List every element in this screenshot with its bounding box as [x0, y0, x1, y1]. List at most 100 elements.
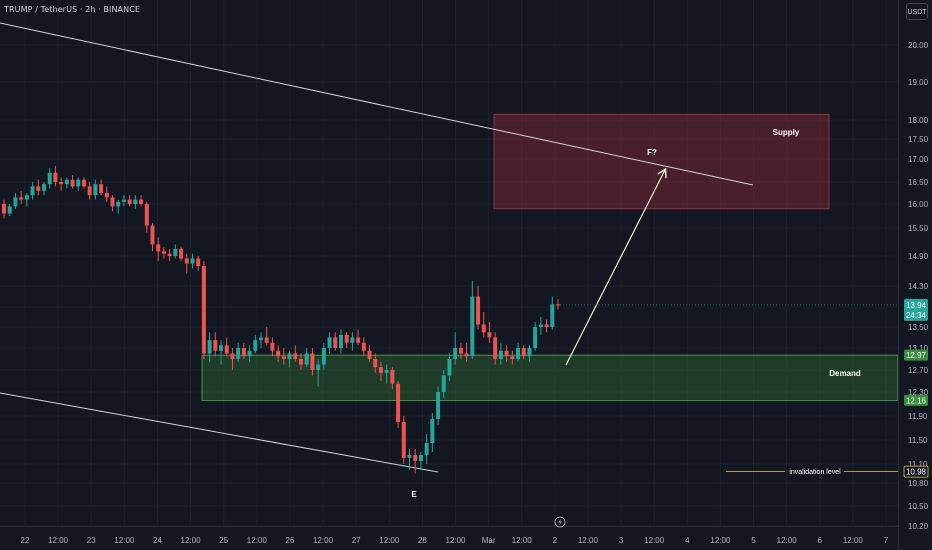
y-tick-label: 17.00: [908, 155, 929, 164]
trendlines-layer: invalidation level: [0, 22, 898, 476]
candle-body: [133, 199, 138, 204]
candle-body: [173, 249, 178, 256]
candle-body: [276, 350, 281, 357]
lightning-icon-glyph: [558, 518, 562, 526]
candle-body: [127, 199, 132, 204]
candle-body: [521, 348, 526, 357]
y-tick-label: 12.30: [908, 388, 929, 397]
target-label: F?: [647, 148, 657, 157]
candle-body: [527, 348, 532, 357]
demand-bottom-price-label: 12.16: [906, 396, 927, 405]
x-tick-label: Mar: [482, 536, 496, 545]
x-tick-label: 5: [751, 536, 756, 545]
y-tick-label: 16.50: [908, 178, 929, 187]
candle-body: [378, 367, 383, 373]
candle-body: [544, 324, 549, 327]
candle-body: [2, 204, 6, 214]
candle-body: [436, 392, 441, 419]
y-tick-label: 11.90: [908, 412, 928, 421]
chart-grid: [0, 0, 898, 527]
candle-body: [441, 375, 446, 392]
candle-body: [116, 201, 121, 207]
candle-body: [356, 337, 361, 343]
candle-body: [550, 304, 555, 327]
candle-body: [504, 350, 509, 357]
candle-body: [167, 253, 172, 256]
candle-body: [453, 348, 458, 359]
candle-body: [13, 197, 18, 207]
candle-body: [487, 332, 492, 338]
x-tick-label: 6: [818, 536, 823, 545]
supply-zone[interactable]: [493, 113, 830, 210]
y-tick-label: 10.50: [908, 502, 929, 511]
x-tick-label: 12:00: [445, 536, 466, 545]
upper-channel-line[interactable]: [0, 22, 754, 186]
currency-button[interactable]: USDT: [906, 3, 928, 20]
last-price-value: 13.94: [906, 301, 927, 310]
candle-body: [70, 179, 75, 187]
x-tick-label: 7: [884, 536, 889, 545]
candle-body: [76, 179, 81, 187]
candle-body: [190, 258, 195, 264]
candle-body: [81, 179, 86, 187]
candle-body: [510, 356, 515, 359]
bar-countdown: 24:34: [906, 311, 927, 320]
candle-body: [533, 327, 538, 348]
candle-body: [144, 204, 149, 226]
candle-body: [201, 266, 206, 354]
x-tick-label: 12:00: [843, 536, 864, 545]
candle-body: [464, 353, 469, 357]
candle-body: [516, 348, 521, 359]
y-tick-label: 20.00: [908, 41, 929, 50]
x-tick-label: 23: [87, 536, 96, 545]
x-tick-label: 2: [553, 536, 558, 545]
y-tick-label: 17.50: [908, 135, 929, 144]
candle-body: [287, 353, 292, 359]
candle-body: [350, 337, 355, 343]
x-tick-label: 3: [619, 536, 624, 545]
projection-arrow[interactable]: [565, 170, 665, 366]
x-tick-label: 28: [418, 536, 427, 545]
x-tick-label: 12:00: [379, 536, 400, 545]
candle-body: [53, 172, 58, 182]
candle-body: [298, 359, 303, 365]
candle-body: [161, 251, 166, 254]
price-axis[interactable]: 20.00 19.00 18.00 17.50 17.00 16.50 16.00 15.50…: [898, 0, 929, 550]
symbol-header[interactable]: TRUMP / TetherUS · 2h · BINANCE: [4, 5, 141, 14]
candle-body: [110, 197, 115, 207]
candle-body: [230, 353, 235, 359]
x-tick-label: 24: [153, 536, 162, 545]
y-tick-label: 16.00: [908, 200, 929, 209]
candle-body: [458, 348, 463, 354]
demand-zone-label: Demand: [829, 369, 861, 378]
time-axis[interactable]: 22 12:00 23 12:00 24 12:00 25 12:00 26 12:00 27 12:…: [0, 516, 898, 545]
lower-channel-line[interactable]: [0, 392, 439, 473]
candle-body: [538, 324, 543, 327]
candle-body: [481, 324, 486, 333]
invalidation-price-label: 10.98: [906, 468, 927, 477]
candle-body: [121, 199, 126, 202]
candle-body: [99, 184, 104, 193]
candle-body: [47, 172, 52, 185]
candle-body: [270, 342, 275, 351]
x-tick-label: 4: [685, 536, 690, 545]
candle-body: [207, 340, 212, 354]
lightning-icon[interactable]: [554, 516, 566, 528]
y-tick-label: 11.10: [908, 460, 928, 469]
x-tick-label: 12:00: [578, 536, 599, 545]
candle-body: [338, 334, 343, 348]
y-tick-label: 15.50: [908, 224, 929, 233]
y-tick-label: 10.80: [908, 479, 929, 488]
candle-body: [498, 350, 503, 359]
x-tick-label: 12:00: [777, 536, 798, 545]
candle-body: [470, 296, 475, 357]
candle-body: [476, 296, 481, 325]
candle-body: [150, 225, 155, 245]
x-tick-label: 12:00: [644, 536, 665, 545]
x-tick-label: 12:00: [247, 536, 268, 545]
candle-body: [24, 195, 29, 200]
candle-body: [219, 345, 224, 351]
candle-body: [253, 340, 258, 351]
